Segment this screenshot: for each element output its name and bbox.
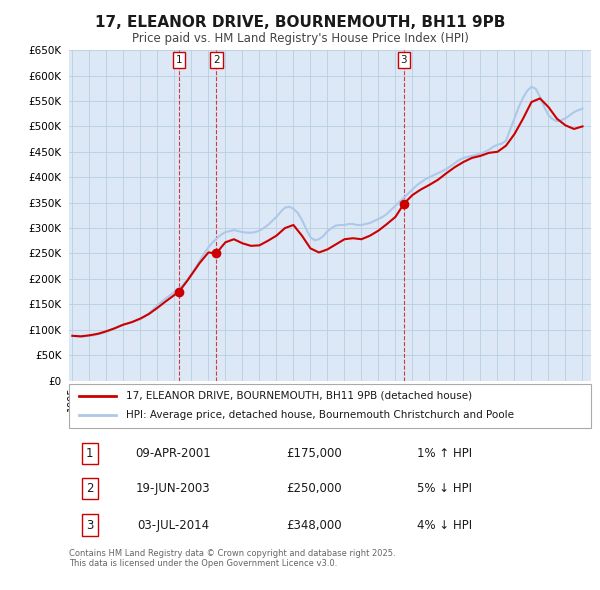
Text: £175,000: £175,000 (286, 447, 342, 460)
Text: 19-JUN-2003: 19-JUN-2003 (136, 481, 211, 495)
Text: 1: 1 (176, 55, 182, 65)
Text: 4% ↓ HPI: 4% ↓ HPI (417, 519, 472, 532)
Text: 3: 3 (86, 519, 94, 532)
Text: £250,000: £250,000 (287, 481, 342, 495)
Text: Price paid vs. HM Land Registry's House Price Index (HPI): Price paid vs. HM Land Registry's House … (131, 32, 469, 45)
Text: 5% ↓ HPI: 5% ↓ HPI (418, 481, 472, 495)
Text: 2: 2 (86, 481, 94, 495)
Text: HPI: Average price, detached house, Bournemouth Christchurch and Poole: HPI: Average price, detached house, Bour… (127, 411, 514, 420)
Text: 2: 2 (213, 55, 220, 65)
Text: 17, ELEANOR DRIVE, BOURNEMOUTH, BH11 9PB: 17, ELEANOR DRIVE, BOURNEMOUTH, BH11 9PB (95, 15, 505, 30)
Text: 03-JUL-2014: 03-JUL-2014 (137, 519, 209, 532)
Text: 17, ELEANOR DRIVE, BOURNEMOUTH, BH11 9PB (detached house): 17, ELEANOR DRIVE, BOURNEMOUTH, BH11 9PB… (127, 391, 473, 401)
FancyBboxPatch shape (69, 384, 591, 428)
Text: 1% ↑ HPI: 1% ↑ HPI (417, 447, 472, 460)
Text: £348,000: £348,000 (287, 519, 342, 532)
Text: Contains HM Land Registry data © Crown copyright and database right 2025.
This d: Contains HM Land Registry data © Crown c… (69, 549, 395, 568)
Text: 09-APR-2001: 09-APR-2001 (136, 447, 211, 460)
Text: 1: 1 (86, 447, 94, 460)
Text: 3: 3 (401, 55, 407, 65)
